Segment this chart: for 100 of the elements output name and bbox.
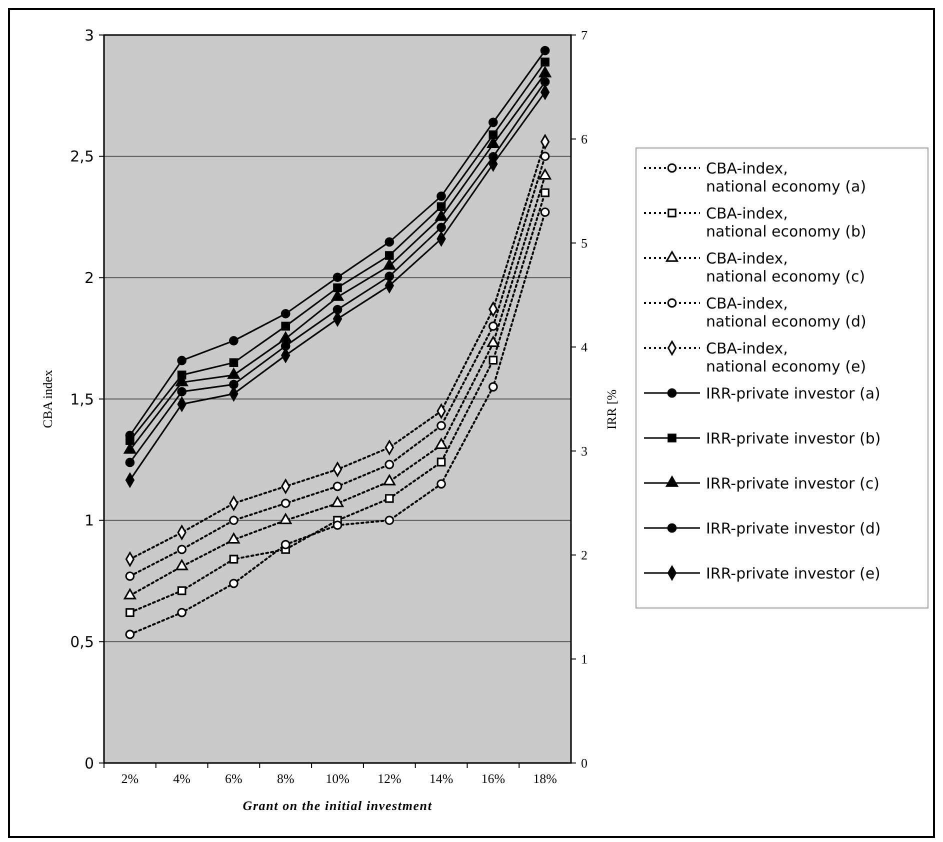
point	[125, 571, 135, 581]
point	[229, 554, 238, 564]
point	[177, 544, 187, 554]
point	[436, 479, 446, 489]
y-tick-label: 0,5	[70, 632, 94, 651]
point	[436, 222, 446, 232]
y-axis-title: CBA index	[40, 369, 55, 428]
point	[435, 210, 448, 221]
point	[332, 520, 342, 530]
point	[488, 130, 498, 140]
x-tick-label: 16%	[481, 771, 506, 786]
point	[540, 152, 550, 162]
point	[280, 341, 290, 351]
point	[487, 336, 500, 348]
point	[384, 516, 394, 526]
point	[229, 358, 238, 368]
point	[280, 513, 292, 524]
point	[488, 152, 498, 162]
point	[488, 356, 498, 365]
y2-tick-label: 6	[581, 132, 588, 147]
point	[229, 578, 238, 588]
legend-label: CBA-index, national economy (d)	[706, 294, 866, 330]
point	[540, 58, 550, 66]
point	[540, 46, 550, 56]
point	[488, 322, 498, 331]
y-tick-label: 2,5	[70, 148, 94, 166]
point	[177, 370, 186, 380]
point	[436, 192, 446, 201]
x-tick-label: 2%	[121, 771, 139, 786]
point	[540, 188, 550, 198]
legend-label: CBA-index, national economy (e)	[706, 339, 866, 376]
point	[229, 380, 238, 390]
point	[488, 118, 498, 128]
point	[331, 496, 344, 508]
legend-label: CBA-index, national economy (b)	[706, 204, 866, 240]
point	[125, 630, 135, 640]
point	[229, 336, 238, 346]
point	[332, 482, 342, 492]
point	[488, 382, 498, 392]
point	[383, 474, 396, 486]
point	[538, 168, 552, 180]
point	[126, 608, 134, 617]
point	[125, 458, 135, 468]
y2-tick-label: 0	[581, 756, 588, 771]
point	[280, 309, 290, 318]
point	[538, 66, 552, 78]
point	[124, 588, 136, 600]
point	[540, 77, 550, 86]
y-tick-label: 1	[84, 512, 94, 530]
x-tick-label: 4%	[173, 771, 191, 786]
y2-axis-title: IRR [%	[604, 389, 619, 430]
point	[229, 516, 238, 526]
y2-tick-label: 3	[581, 444, 588, 459]
point	[383, 259, 396, 270]
point	[436, 202, 446, 212]
point	[177, 387, 187, 396]
point	[177, 608, 187, 618]
point	[176, 560, 188, 570]
point	[435, 438, 448, 449]
point	[332, 272, 342, 282]
x-tick-label: 18%	[533, 771, 558, 786]
y-tick-label: 3	[84, 26, 94, 44]
y-tick-label: 0	[84, 754, 94, 772]
point	[280, 332, 292, 343]
point	[281, 322, 290, 331]
point	[384, 251, 394, 260]
point	[280, 540, 290, 550]
point	[540, 207, 550, 217]
x-tick-label: 10%	[326, 771, 350, 786]
point	[177, 586, 186, 596]
x-tick-label: 8%	[276, 771, 294, 786]
x-tick-label: 6%	[225, 771, 243, 786]
x-tick-label: 12%	[377, 771, 402, 786]
legend-label: CBA-index, national economy (c)	[706, 249, 866, 286]
y2-tick-label: 2	[581, 548, 588, 563]
point	[333, 283, 342, 292]
point	[384, 494, 394, 503]
y-tick-label: 1,5	[70, 390, 94, 408]
y2-tick-label: 1	[581, 652, 588, 667]
point	[228, 532, 240, 544]
point	[384, 272, 394, 281]
point	[384, 237, 394, 247]
point	[280, 498, 290, 508]
legend-label: IRR-private investor (a)	[706, 384, 880, 402]
point	[228, 368, 240, 379]
y2-tick-label: 5	[581, 236, 588, 251]
legend-label: IRR-private investor (e)	[706, 564, 880, 582]
point	[384, 460, 394, 470]
x-axis-title: Grant on the initial investment	[242, 798, 432, 813]
legend-label: IRR-private investor (c)	[706, 474, 880, 492]
y2-tick-label: 4	[581, 340, 588, 355]
point	[332, 304, 342, 314]
legend-label: CBA-index, national economy (a)	[706, 159, 866, 196]
y-tick-label: 2	[84, 268, 94, 287]
legend-label: IRR-private investor (d)	[706, 519, 881, 538]
x-tick-label: 14%	[429, 771, 454, 786]
y2-tick-label: 7	[581, 28, 588, 43]
point	[177, 356, 187, 366]
legend-label: IRR-private investor (b)	[706, 429, 881, 448]
point	[436, 458, 446, 466]
